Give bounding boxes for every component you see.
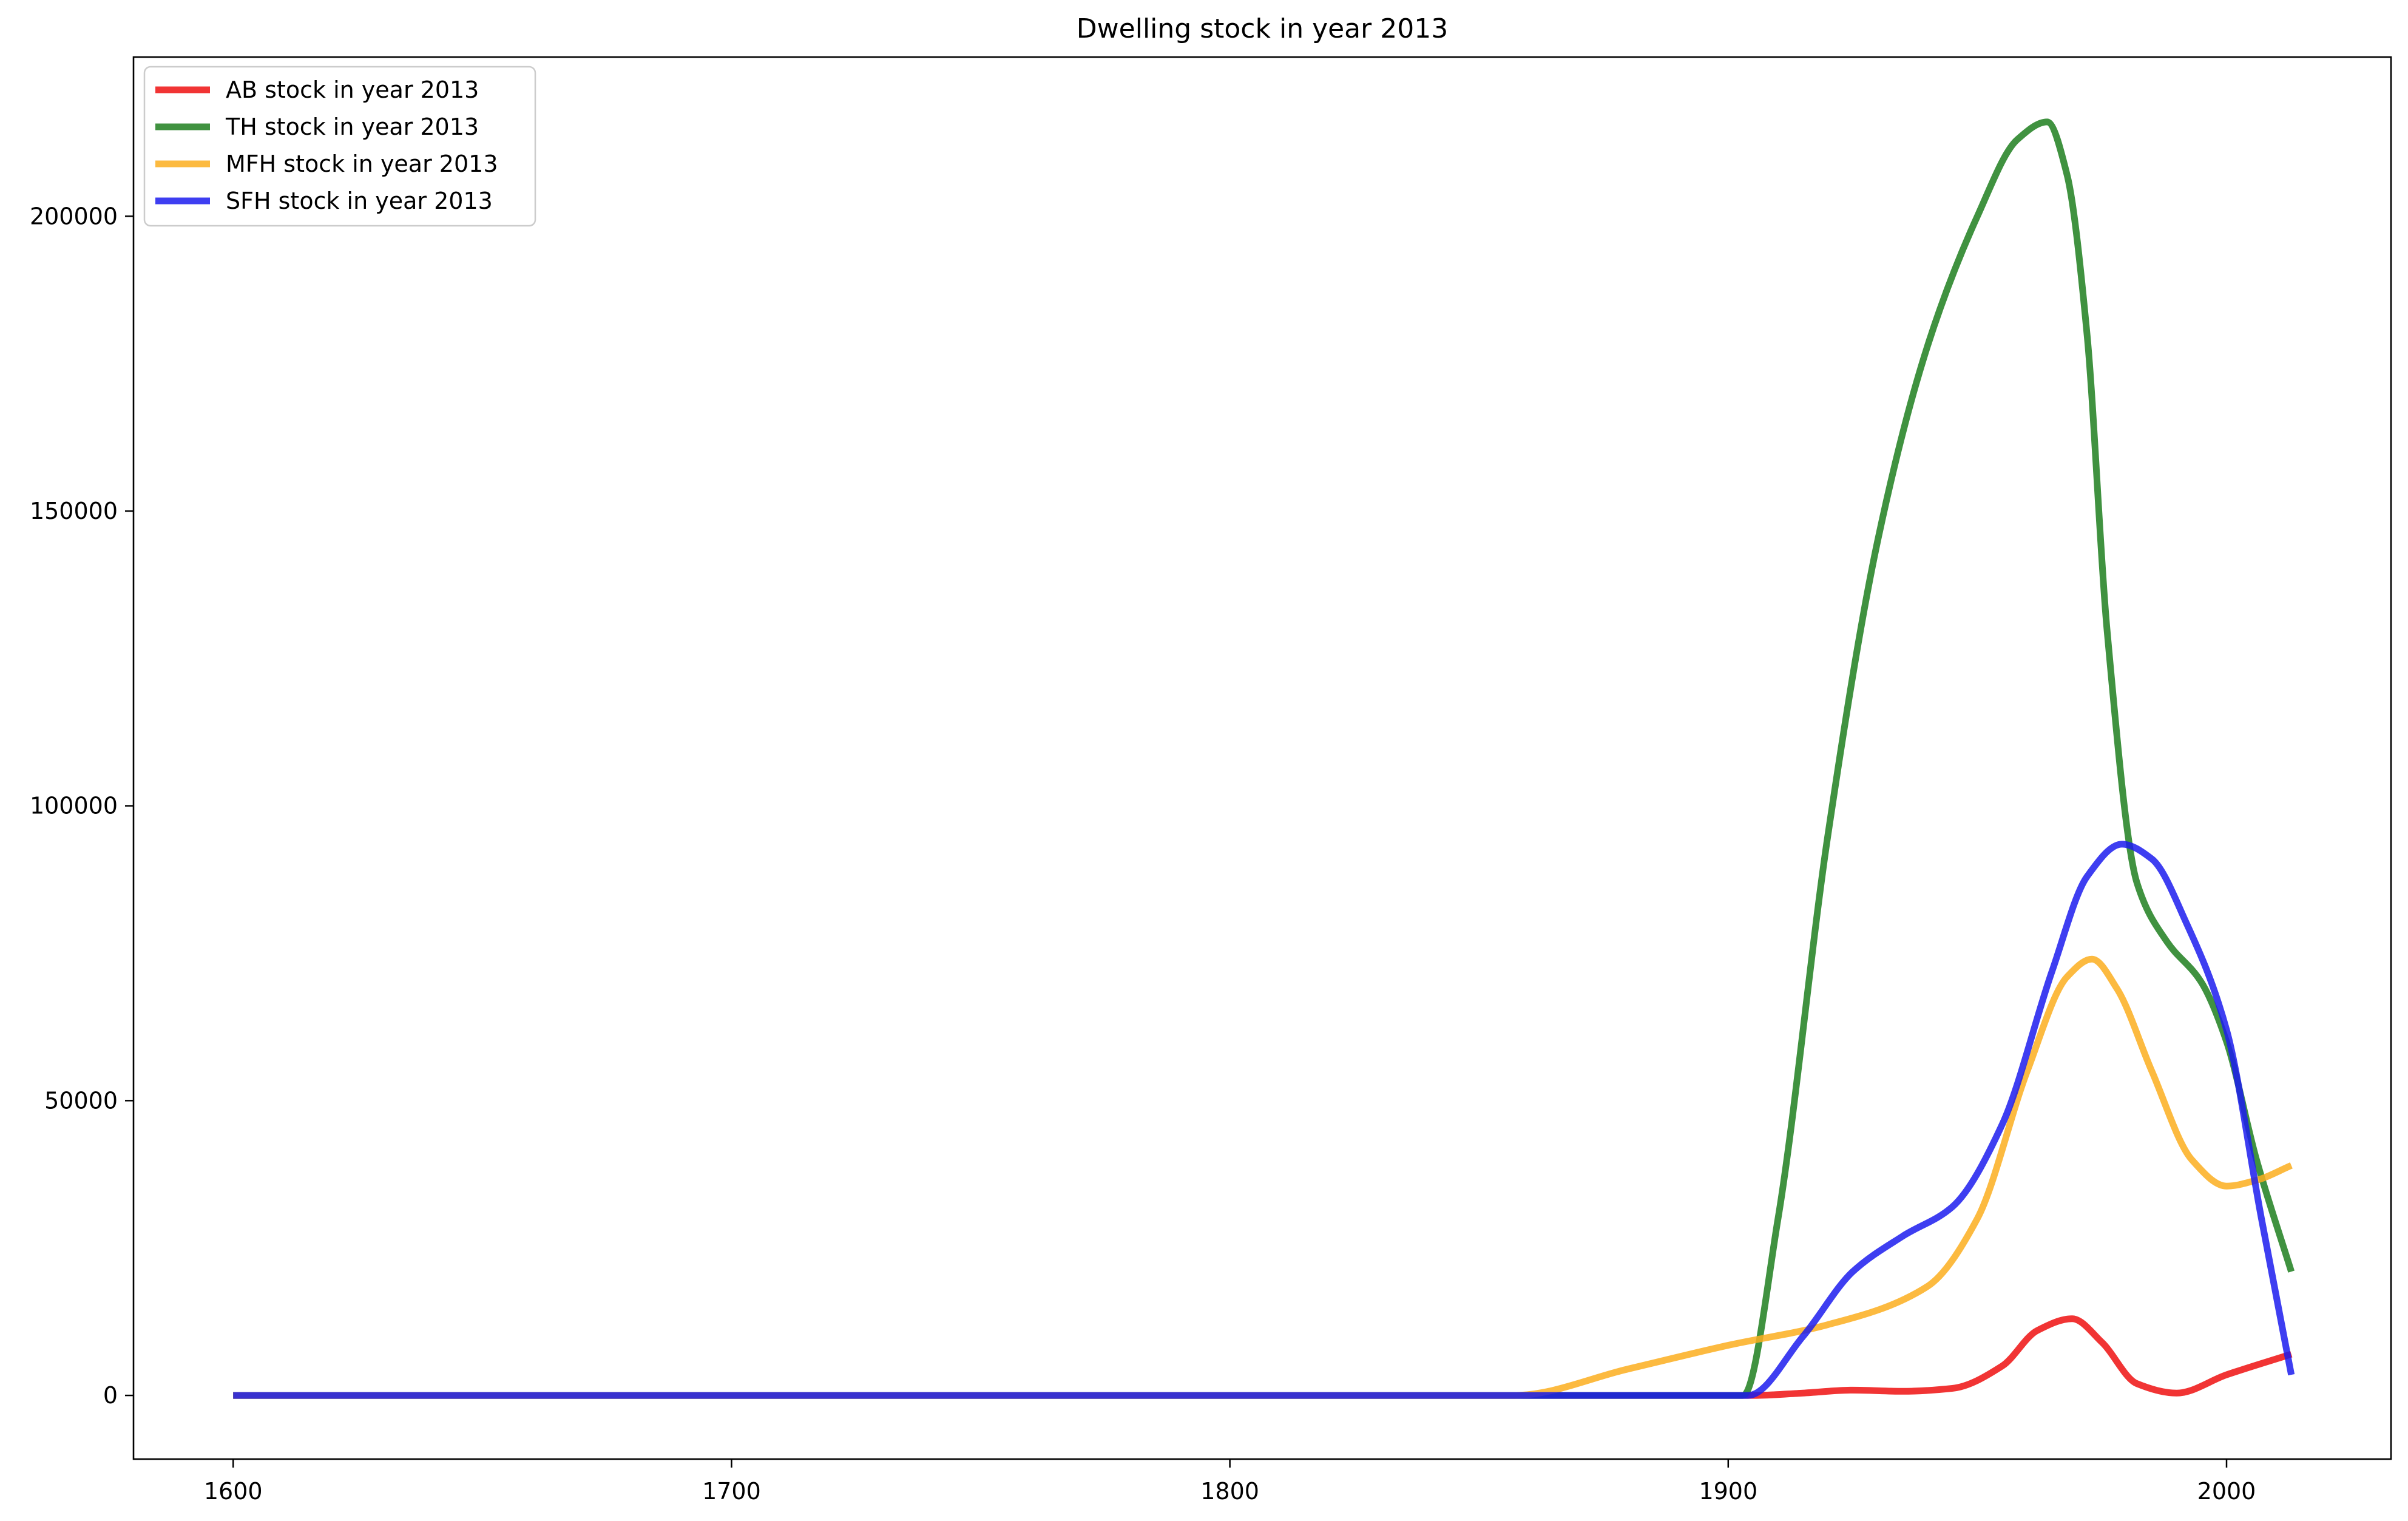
legend-box: [143, 66, 536, 227]
series-layer: [233, 118, 2295, 1399]
plot-frame: [132, 56, 2392, 1460]
y-axis: 0 50000 100000 150000 200000: [30, 203, 134, 1409]
plot-area: [132, 56, 2392, 1460]
legend-label: SFH stock in year 2013: [226, 188, 493, 214]
x-tick-label: 1900: [1699, 1478, 1757, 1505]
legend-entry: SFH stock in year 2013: [155, 188, 493, 214]
legend-entry: AB stock in year 2013: [155, 76, 479, 103]
legend-label: MFH stock in year 2013: [226, 151, 498, 177]
y-tick-label: 50000: [44, 1087, 118, 1114]
y-tick-label: 100000: [30, 793, 118, 819]
chart-title: Dwelling stock in year 2013: [1077, 13, 1448, 44]
x-tick-label: 2000: [2197, 1478, 2256, 1505]
y-tick-label: 0: [103, 1382, 118, 1409]
legend-entry: TH stock in year 2013: [155, 113, 479, 140]
legend-label: TH stock in year 2013: [225, 113, 479, 140]
x-tick-label: 1700: [702, 1478, 761, 1505]
y-tick-label: 200000: [30, 203, 118, 229]
legend-label: AB stock in year 2013: [226, 76, 479, 103]
y-tick-label: 150000: [30, 498, 118, 524]
series-line-sfh: [233, 841, 2295, 1399]
x-tick-label: 1600: [204, 1478, 263, 1505]
legend: AB stock in year 2013 TH stock in year 20…: [143, 66, 536, 227]
legend-entries: AB stock in year 2013 TH stock in year 20…: [155, 76, 498, 214]
legend-entry: MFH stock in year 2013: [155, 151, 498, 177]
x-tick-label: 1800: [1200, 1478, 1259, 1505]
x-axis: 1600 1700 1800 1900 2000: [204, 1459, 2256, 1505]
